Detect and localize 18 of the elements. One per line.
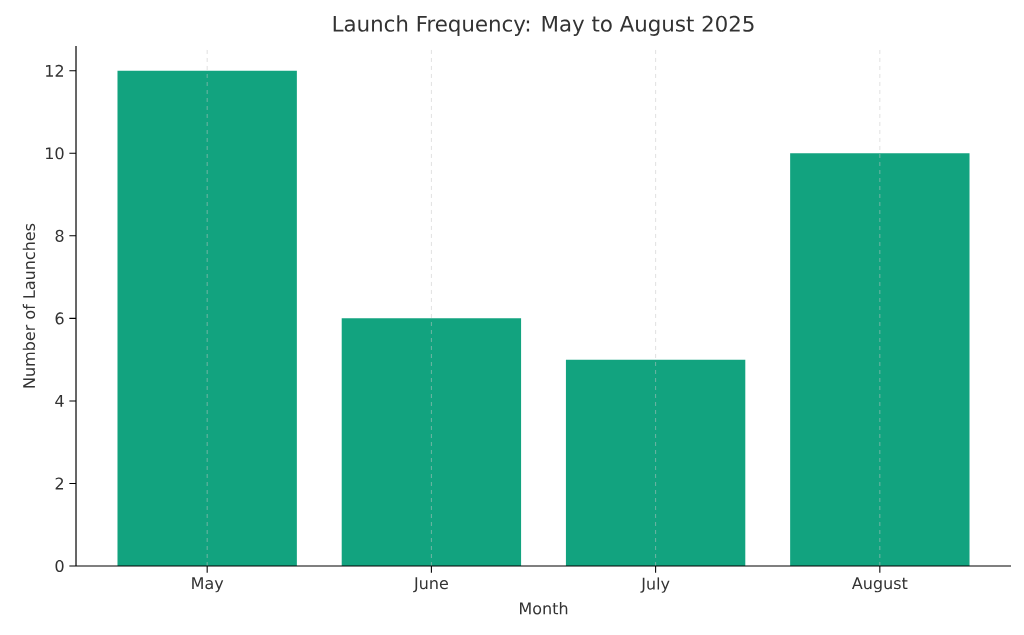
bar <box>790 153 970 566</box>
y-tick-label: 10 <box>46 147 64 160</box>
y-tick-label: 8 <box>55 229 64 242</box>
x-tick-label: June <box>413 577 448 593</box>
bar <box>117 70 297 566</box>
y-tick-label: 2 <box>55 477 64 490</box>
y-axis-title: Number of Launches <box>22 223 36 388</box>
x-axis-title: Month <box>520 602 568 615</box>
x-tick-label: May <box>192 577 224 593</box>
bar <box>565 359 746 566</box>
x-tick-label: July <box>640 577 670 593</box>
y-tick-label: 6 <box>55 312 64 325</box>
bar <box>341 318 522 566</box>
y-tick-label: 12 <box>46 64 64 77</box>
y-tick-label: 0 <box>55 559 64 573</box>
x-tick-label: August <box>851 577 908 593</box>
y-tick-label: 4 <box>55 395 64 407</box>
chart-title: Launch Frequency: May to August 2025 <box>333 15 754 36</box>
